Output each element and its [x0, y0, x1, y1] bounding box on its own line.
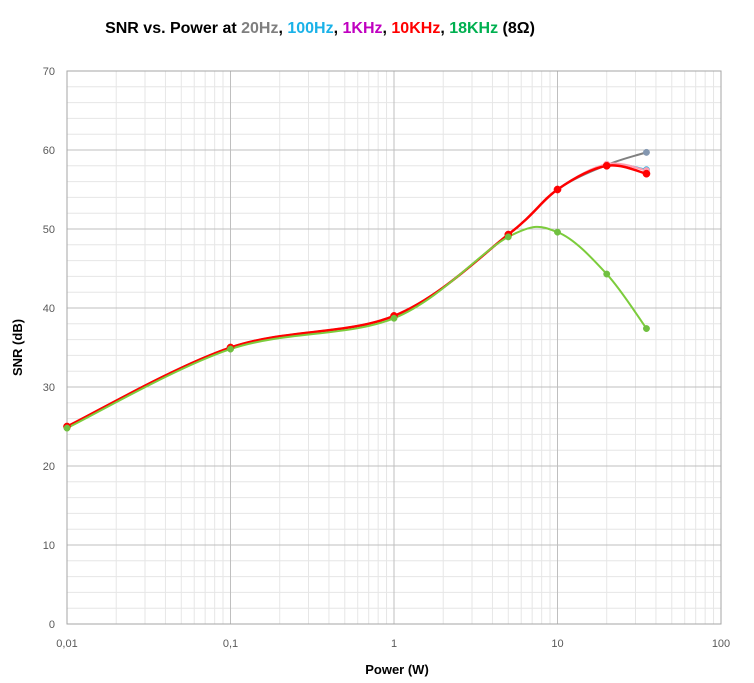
x-axis-title: Power (W) [365, 662, 429, 677]
title-part: , [440, 20, 450, 37]
y-tick-label: 0 [49, 619, 55, 631]
title-part: , [278, 20, 288, 37]
data-point [603, 270, 611, 278]
y-axis-title: SNR (dB) [10, 319, 25, 376]
x-tick-label: 10 [551, 638, 563, 650]
series-line [66, 225, 648, 430]
title-part: 1KHz [342, 20, 383, 37]
x-tick-label: 100 [712, 638, 730, 650]
data-point [504, 233, 512, 241]
plot-area-border [66, 70, 722, 625]
y-tick-label: 70 [43, 66, 55, 78]
title-part: 20Hz [241, 20, 279, 37]
title-part: SNR vs. Power at [105, 20, 242, 37]
y-tick-label: 30 [43, 382, 55, 394]
chart-title: SNR vs. Power at 20Hz, 100Hz, 1KHz, 10KH… [0, 20, 640, 38]
x-tick-label: 0,1 [223, 638, 238, 650]
title-part: 100Hz [287, 20, 334, 37]
x-tick-label: 1 [391, 638, 397, 650]
data-point [553, 185, 562, 194]
title-part: 10KHz [391, 20, 441, 37]
title-part: (8Ω) [498, 20, 535, 37]
data-point [554, 228, 561, 236]
data-point [390, 314, 398, 322]
series-line [66, 151, 648, 428]
data-point [643, 325, 650, 332]
y-tick-label: 40 [43, 303, 55, 315]
x-tick-label: 0,01 [56, 638, 77, 650]
title-part: , [382, 20, 392, 37]
y-tick-label: 50 [43, 224, 55, 236]
y-tick-label: 20 [43, 461, 55, 473]
data-point [643, 148, 650, 156]
data-point [227, 345, 234, 353]
title-part: , [333, 20, 343, 37]
title-part: 18KHz [449, 20, 499, 37]
y-tick-label: 60 [43, 145, 55, 157]
data-point [602, 161, 611, 170]
data-point [63, 424, 71, 432]
y-tick-label: 10 [43, 540, 55, 552]
data-point [642, 169, 651, 178]
